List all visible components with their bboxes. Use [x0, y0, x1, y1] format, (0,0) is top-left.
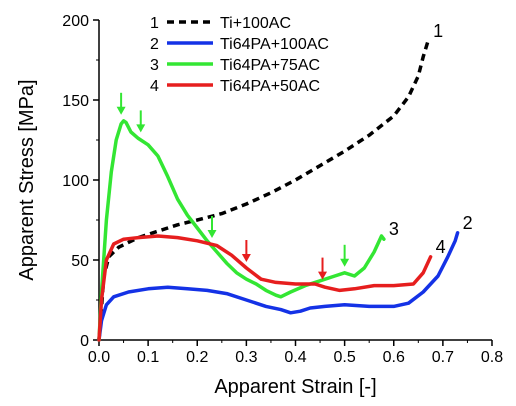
- legend-item-4: 4 Ti64PA+50AC: [150, 78, 320, 95]
- x-tick-label: 0.2: [186, 349, 208, 366]
- series-line-4: [97, 234, 433, 342]
- x-tick-label: 0.5: [334, 349, 356, 366]
- annotation-arrow: [116, 92, 126, 115]
- x-tick-label: 0.6: [383, 349, 405, 366]
- legend-item-2: 2 Ti64PA+100AC: [150, 36, 329, 53]
- legend-label: Ti+100AC: [220, 15, 291, 32]
- x-tick-label: 0.0: [88, 349, 110, 366]
- legend-id: 3: [150, 57, 159, 74]
- plot-area: 0.0 0.1 0.2 0.3 0.4 0.5 0.6 0.7 0.8 0 50 100 150 200…: [62, 13, 503, 366]
- legend-label: Ti64PA+100AC: [220, 36, 329, 53]
- legend-item-1: 1 Ti+100AC: [150, 15, 291, 32]
- series-line-3: [97, 119, 386, 342]
- legend-id: 1: [150, 15, 159, 32]
- legend: 1 Ti+100AC 2 Ti64PA+100AC 3 Ti64PA+75AC 4 Ti64P…: [150, 15, 329, 95]
- series-line-2: [97, 231, 460, 342]
- series-end-label-1: 1: [433, 21, 443, 41]
- y-tick-label: 0: [80, 333, 89, 350]
- annotation-arrow: [241, 240, 251, 262]
- series-line-1: [97, 40, 430, 341]
- x-tick-label: 0.7: [432, 349, 454, 366]
- x-axis-ticks: 0.0 0.1 0.2 0.3 0.4 0.5 0.6 0.7 0.8: [88, 340, 503, 366]
- series-end-label-4: 4: [436, 237, 446, 257]
- series-end-label-2: 2: [463, 213, 473, 233]
- annotation-arrows: [116, 92, 350, 280]
- legend-id: 2: [150, 36, 159, 53]
- legend-item-3: 3 Ti64PA+75AC: [150, 57, 320, 74]
- y-tick-label: 50: [71, 253, 89, 270]
- legend-label: Ti64PA+50AC: [220, 78, 320, 95]
- y-tick-label: 200: [62, 13, 89, 30]
- x-tick-label: 0.3: [235, 349, 257, 366]
- y-tick-label: 100: [62, 173, 89, 190]
- x-tick-label: 0.8: [481, 349, 503, 366]
- y-axis-title: Apparent Stress [MPa]: [16, 79, 38, 280]
- annotation-arrow: [318, 257, 328, 280]
- x-axis-title: Apparent Strain [-]: [214, 376, 376, 398]
- annotation-arrow: [207, 216, 217, 238]
- x-tick-label: 0.4: [284, 349, 306, 366]
- series-layer: [97, 40, 460, 342]
- y-tick-label: 150: [62, 93, 89, 110]
- annotation-arrow: [136, 110, 146, 133]
- legend-id: 4: [150, 78, 159, 95]
- legend-label: Ti64PA+75AC: [220, 57, 320, 74]
- series-end-label-3: 3: [389, 219, 399, 239]
- x-tick-label: 0.1: [137, 349, 159, 366]
- y-axis-ticks: 0 50 100 150 200: [62, 13, 99, 350]
- series-end-labels: 1 2 3 4: [389, 21, 473, 257]
- annotation-arrow: [340, 244, 350, 267]
